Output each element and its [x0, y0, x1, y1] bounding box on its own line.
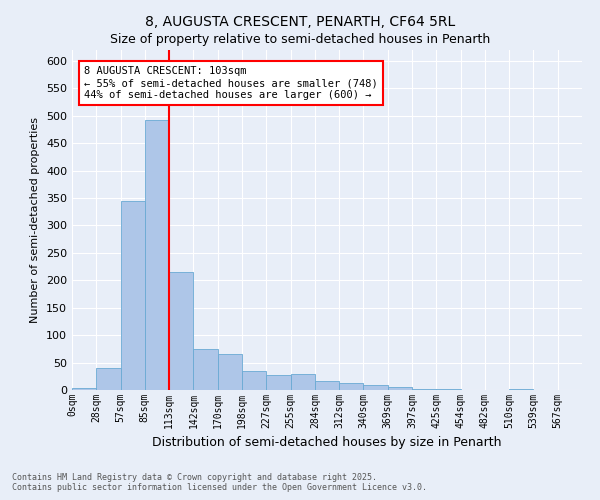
Text: 8, AUGUSTA CRESCENT, PENARTH, CF64 5RL: 8, AUGUSTA CRESCENT, PENARTH, CF64 5RL [145, 15, 455, 29]
Bar [72, 388, 96, 390]
Bar [364, 384, 388, 390]
Bar [388, 388, 412, 390]
X-axis label: Distribution of semi-detached houses by size in Penarth: Distribution of semi-detached houses by … [152, 436, 502, 450]
Bar [145, 120, 169, 390]
Text: Contains HM Land Registry data © Crown copyright and database right 2025.
Contai: Contains HM Land Registry data © Crown c… [12, 473, 427, 492]
Bar [193, 349, 218, 390]
Bar [96, 368, 121, 390]
Text: Size of property relative to semi-detached houses in Penarth: Size of property relative to semi-detach… [110, 32, 490, 46]
Bar [290, 374, 315, 390]
Text: 8 AUGUSTA CRESCENT: 103sqm
← 55% of semi-detached houses are smaller (748)
44% o: 8 AUGUSTA CRESCENT: 103sqm ← 55% of semi… [84, 66, 378, 100]
Bar [266, 374, 290, 390]
Y-axis label: Number of semi-detached properties: Number of semi-detached properties [31, 117, 40, 323]
Bar [242, 371, 266, 390]
Bar [121, 201, 145, 390]
Bar [315, 381, 339, 390]
Bar [169, 272, 193, 390]
Bar [218, 354, 242, 390]
Bar [339, 384, 364, 390]
